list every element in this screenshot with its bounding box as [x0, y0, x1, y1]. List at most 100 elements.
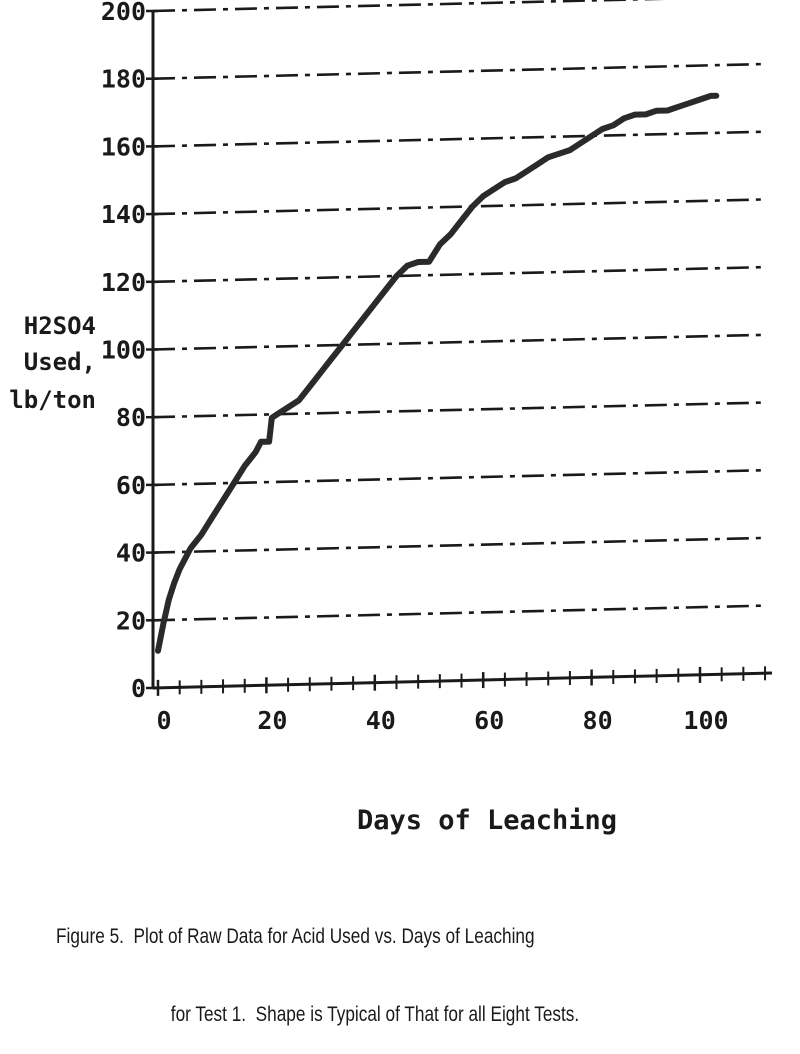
- grid-line-y-140: [152, 198, 766, 216]
- x-tick-label-60: 60: [474, 706, 504, 735]
- data-point: [258, 439, 264, 445]
- y-tick-label-100: 100: [101, 336, 146, 365]
- data-point: [632, 112, 638, 118]
- caption-line-2: for Test 1. Shape is Typical of That for…: [170, 1003, 580, 1026]
- data-point: [383, 287, 389, 293]
- data-point: [426, 259, 432, 265]
- data-point: [654, 108, 660, 114]
- data-point: [166, 597, 172, 603]
- y-tick-label-60: 60: [116, 471, 146, 500]
- data-point: [266, 439, 272, 445]
- data-point: [198, 532, 204, 538]
- x-tick-label-0: 0: [156, 706, 171, 735]
- data-point: [621, 115, 627, 121]
- data-point: [307, 383, 313, 390]
- data-point: [589, 133, 595, 139]
- x-axis-title: Days of Leaching: [357, 805, 617, 836]
- data-point: [713, 93, 719, 99]
- y-tick-label-140: 140: [101, 200, 146, 229]
- x-tick-label-80: 80: [583, 706, 613, 735]
- data-point: [708, 93, 714, 99]
- data-point: [372, 301, 378, 307]
- x-tick-label-100: 100: [683, 706, 728, 735]
- data-point: [502, 179, 508, 185]
- data-point: [697, 96, 703, 103]
- data-point: [556, 151, 562, 157]
- grid-lines: [152, 0, 766, 622]
- data-point: [448, 231, 454, 237]
- data-point: [269, 415, 275, 421]
- y-axis-title: H2SO4 Used, lb/ton: [9, 312, 96, 414]
- series-line-0: [155, 92, 720, 654]
- data-point: [491, 186, 497, 192]
- data-point: [328, 356, 335, 362]
- y-axis-title-line-2: Used,: [24, 348, 96, 376]
- data-point: [578, 140, 584, 146]
- data-point: [187, 545, 194, 552]
- data-point: [318, 370, 324, 376]
- chart: 0 20 40 60 80 100 120 140 160 180 200 0 20 40 60 80 100…: [9, 0, 773, 836]
- data-point: [610, 122, 616, 128]
- axes: [151, 10, 773, 690]
- grid-line-y-160: [152, 130, 766, 148]
- data-point: [361, 314, 367, 321]
- data-point: [160, 620, 167, 627]
- data-series: [155, 92, 720, 654]
- grid-line-y-80: [152, 401, 766, 419]
- data-point: [686, 100, 692, 106]
- data-point: [599, 126, 606, 132]
- figure-caption: Figure 5. Plot of Raw Data for Acid Used…: [56, 872, 579, 1054]
- data-point: [513, 175, 519, 182]
- y-tick-label-160: 160: [101, 132, 146, 161]
- y-tick-label-40: 40: [116, 539, 146, 568]
- caption-line-1: Figure 5. Plot of Raw Data for Acid Used…: [56, 925, 535, 948]
- y-tick-label-120: 120: [101, 268, 146, 297]
- data-point: [458, 217, 465, 223]
- data-point: [339, 342, 345, 348]
- y-ticks: 0 20 40 60 80 100 120 140 160 180 200: [101, 0, 158, 703]
- data-point: [155, 648, 161, 654]
- y-tick-label-0: 0: [131, 674, 146, 703]
- data-point: [231, 480, 237, 486]
- y-tick-label-180: 180: [101, 65, 146, 94]
- data-point: [404, 263, 410, 269]
- y-tick-label-20: 20: [116, 606, 146, 635]
- data-point: [177, 566, 183, 572]
- grid-line-y-60: [152, 468, 766, 487]
- data-point: [469, 203, 475, 210]
- data-point: [567, 147, 573, 153]
- data-point: [393, 273, 400, 279]
- data-point: [158, 634, 164, 640]
- data-point: [171, 580, 177, 586]
- y-axis-title-line-1: H2SO4: [24, 312, 96, 340]
- data-point: [534, 161, 541, 167]
- grid-line-y-20: [152, 604, 766, 622]
- data-point: [296, 397, 302, 403]
- grid-line-y-100: [152, 333, 766, 351]
- y-axis-title-line-3: lb/ton: [9, 386, 96, 414]
- grid-line-y-40: [152, 536, 766, 554]
- data-point: [350, 328, 356, 334]
- data-point: [437, 241, 443, 248]
- data-point: [242, 463, 248, 469]
- data-point: [415, 259, 421, 265]
- data-point: [545, 154, 551, 160]
- data-point: [209, 514, 215, 521]
- grid-line-y-180: [152, 62, 766, 80]
- y-tick-label-200: 200: [101, 0, 146, 26]
- data-point: [220, 497, 226, 503]
- data-point: [643, 111, 649, 117]
- data-point: [182, 556, 188, 562]
- x-tick-label-20: 20: [257, 706, 287, 735]
- data-point: [675, 104, 681, 110]
- data-point: [523, 168, 530, 175]
- data-point: [285, 404, 291, 410]
- data-point: [664, 107, 671, 114]
- data-point: [480, 193, 486, 199]
- data-point: [274, 411, 280, 417]
- grid-line-y-200: [152, 0, 666, 13]
- x-ticks: 0 20 40 60 80 100: [156, 666, 767, 735]
- y-tick-label-80: 80: [116, 403, 146, 432]
- grid-line-y-120: [152, 265, 766, 284]
- data-point: [252, 449, 259, 455]
